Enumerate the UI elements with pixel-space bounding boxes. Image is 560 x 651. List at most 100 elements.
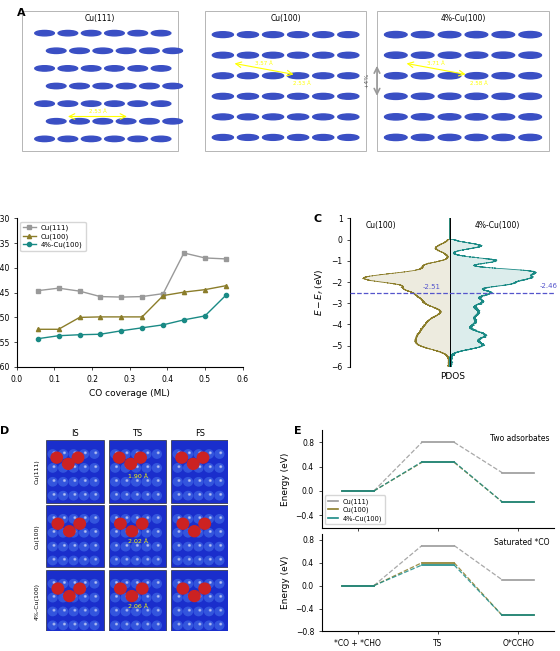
Circle shape	[288, 32, 309, 38]
Circle shape	[111, 464, 119, 472]
Circle shape	[48, 542, 57, 551]
Bar	[109, 570, 166, 632]
Circle shape	[209, 493, 211, 495]
Circle shape	[288, 73, 309, 79]
Circle shape	[137, 559, 138, 560]
Text: E: E	[294, 426, 301, 436]
Circle shape	[412, 114, 434, 120]
Circle shape	[74, 531, 76, 533]
Circle shape	[263, 52, 283, 58]
Circle shape	[80, 529, 88, 537]
Circle shape	[194, 607, 203, 616]
Circle shape	[35, 66, 54, 71]
Circle shape	[142, 492, 151, 500]
Circle shape	[80, 464, 88, 472]
Circle shape	[70, 118, 89, 124]
Circle shape	[147, 466, 148, 467]
Text: Saturated *CO: Saturated *CO	[494, 538, 550, 547]
Circle shape	[93, 83, 113, 89]
Circle shape	[194, 450, 203, 458]
Circle shape	[147, 596, 148, 597]
Circle shape	[215, 492, 224, 500]
Circle shape	[48, 464, 57, 472]
Circle shape	[173, 450, 182, 458]
Circle shape	[132, 621, 141, 630]
Circle shape	[115, 559, 118, 560]
Circle shape	[220, 559, 222, 560]
Circle shape	[184, 464, 193, 472]
Y-axis label: $E - E_f$ (eV): $E - E_f$ (eV)	[313, 269, 326, 316]
Circle shape	[53, 531, 55, 533]
Circle shape	[152, 542, 161, 551]
Circle shape	[385, 114, 407, 120]
Bar	[171, 505, 229, 568]
Circle shape	[139, 48, 159, 53]
Circle shape	[111, 542, 119, 551]
Circle shape	[263, 114, 283, 120]
4%-Cu(100)	[180, 316, 187, 324]
Circle shape	[147, 581, 148, 583]
Circle shape	[385, 93, 407, 100]
Circle shape	[69, 579, 78, 588]
4%-Cu(100)	[55, 332, 62, 340]
Circle shape	[115, 623, 118, 625]
Circle shape	[59, 515, 68, 523]
Circle shape	[85, 452, 86, 454]
Cu(111)	[223, 255, 230, 263]
Circle shape	[178, 596, 180, 597]
Circle shape	[189, 581, 190, 583]
Circle shape	[80, 607, 88, 616]
Circle shape	[220, 466, 222, 467]
Circle shape	[199, 452, 200, 454]
Circle shape	[465, 73, 488, 79]
Circle shape	[209, 623, 211, 625]
Circle shape	[215, 579, 224, 588]
Circle shape	[237, 52, 259, 58]
Circle shape	[111, 621, 119, 630]
Circle shape	[173, 478, 182, 486]
Circle shape	[209, 466, 211, 467]
Circle shape	[126, 559, 128, 560]
Circle shape	[132, 450, 141, 458]
Text: Cu(111): Cu(111)	[85, 14, 115, 23]
Circle shape	[74, 452, 76, 454]
Circle shape	[157, 493, 159, 495]
Circle shape	[81, 136, 101, 142]
Circle shape	[85, 609, 86, 611]
Circle shape	[126, 517, 128, 518]
Circle shape	[199, 517, 200, 518]
Circle shape	[126, 493, 128, 495]
Circle shape	[263, 93, 283, 99]
Circle shape	[152, 464, 161, 472]
Circle shape	[237, 114, 259, 120]
Circle shape	[178, 517, 180, 518]
Circle shape	[157, 623, 159, 625]
Bar	[46, 570, 104, 632]
Circle shape	[72, 452, 84, 463]
Circle shape	[178, 623, 180, 625]
Circle shape	[59, 579, 68, 588]
Circle shape	[90, 542, 99, 551]
Circle shape	[90, 557, 99, 564]
Circle shape	[338, 52, 359, 58]
Circle shape	[121, 607, 130, 616]
Circle shape	[147, 623, 148, 625]
Circle shape	[438, 73, 461, 79]
X-axis label: CO coverage (ML): CO coverage (ML)	[89, 389, 170, 398]
Circle shape	[312, 93, 334, 99]
Circle shape	[204, 478, 213, 486]
Circle shape	[121, 464, 130, 472]
Circle shape	[111, 450, 119, 458]
Circle shape	[189, 544, 190, 546]
Circle shape	[48, 621, 57, 630]
Circle shape	[204, 464, 213, 472]
Cu(111)	[160, 290, 166, 298]
Circle shape	[48, 478, 57, 486]
Circle shape	[220, 544, 222, 546]
Circle shape	[48, 557, 57, 564]
Circle shape	[184, 621, 193, 630]
Circle shape	[157, 517, 159, 518]
Circle shape	[152, 450, 161, 458]
Text: IS: IS	[71, 429, 79, 438]
Circle shape	[212, 93, 234, 99]
